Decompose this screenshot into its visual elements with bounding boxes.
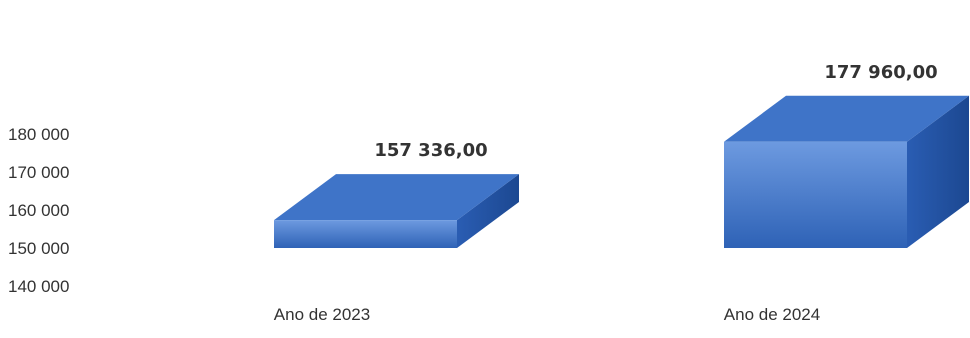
bars — [274, 95, 969, 248]
y-axis: 140 000 150 000 160 000 170 000 180 000 — [8, 125, 69, 296]
y-tick-label: 160 000 — [8, 201, 69, 220]
x-axis: Ano de 2023 Ano de 2024 — [274, 305, 820, 324]
data-labels: 157 336,00 177 960,00 — [374, 62, 937, 161]
y-tick-label: 170 000 — [8, 163, 69, 182]
bar-front-face — [274, 220, 457, 248]
x-tick-label: Ano de 2023 — [274, 305, 370, 324]
data-label: 177 960,00 — [824, 62, 937, 83]
bar-side-face — [907, 95, 969, 248]
bar — [274, 174, 519, 248]
bar-top-face — [724, 95, 969, 142]
x-tick-label: Ano de 2024 — [724, 305, 820, 324]
y-tick-label: 140 000 — [8, 277, 69, 296]
bar-side-face — [457, 174, 519, 248]
bar-front-face — [724, 141, 907, 248]
bar — [724, 95, 969, 248]
y-tick-label: 180 000 — [8, 125, 69, 144]
data-label: 157 336,00 — [374, 140, 487, 161]
y-tick-label: 150 000 — [8, 239, 69, 258]
bar-top-face — [274, 174, 519, 221]
